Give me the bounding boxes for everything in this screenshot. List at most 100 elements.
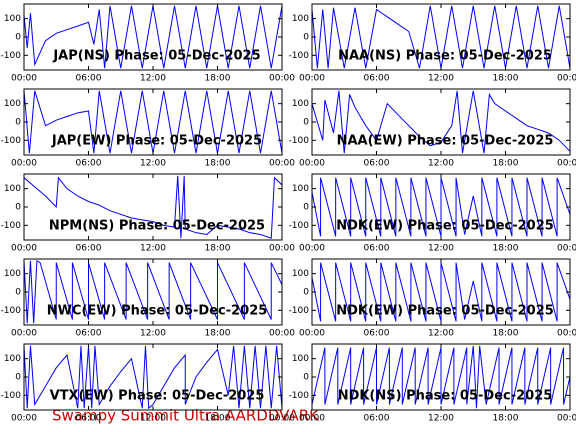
y-tick-label: -100: [289, 51, 310, 61]
x-tick-label: 18:00: [205, 159, 231, 169]
x-tick-label: 12:00: [428, 244, 454, 254]
x-tick-label: 12:00: [140, 244, 166, 254]
x-tick-label: 00:00: [557, 414, 576, 424]
x-tick-label: 06:00: [76, 414, 102, 424]
y-tick-label: 0: [303, 118, 309, 128]
panel-title: NDK(EW) Phase: 05-Dec-2025: [336, 304, 554, 319]
y-tick-label: -100: [289, 306, 310, 316]
panel: -100010000:0006:0012:0018:0000:00NDK(EW)…: [289, 258, 576, 339]
y-tick-label: 0: [303, 373, 309, 383]
x-tick-label: 18:00: [493, 244, 519, 254]
y-tick-label: -100: [1, 306, 22, 316]
x-tick-label: 12:00: [140, 414, 166, 424]
x-tick-label: 00:00: [557, 244, 576, 254]
x-tick-label: 00:00: [11, 329, 37, 339]
x-tick-label: 06:00: [364, 159, 390, 169]
panel: -100 0 100 00:00 06:00 12:00 18:00 00:00 VTX(EW)…: [1, 343, 295, 424]
phase-line: [312, 90, 570, 154]
y-tick-label: -100: [1, 51, 22, 61]
y-tick-label: 0: [15, 288, 21, 298]
x-tick-label: 00:00: [299, 244, 325, 254]
phase-line: [24, 175, 282, 239]
y-tick-label: 0: [15, 33, 21, 43]
x-tick-label: 00:00: [11, 74, 37, 84]
y-tick-label: 0: [15, 373, 21, 383]
panel-title: NPM(NS) Phase: 05-Dec-2025: [49, 219, 265, 234]
phase-line: [24, 90, 282, 154]
phase-line: [312, 262, 570, 322]
x-tick-label: 06:00: [364, 74, 390, 84]
y-tick-label: -100: [1, 391, 22, 401]
panel-title: JAP(EW) Phase: 05-Dec-2025: [51, 134, 262, 149]
x-tick-label: 06:00: [76, 74, 102, 84]
phase-line: [24, 259, 282, 324]
y-tick-label: 0: [303, 288, 309, 298]
x-tick-label: 00:00: [557, 74, 576, 84]
panel-title: JAP(NS) Phase: 05-Dec-2025: [52, 49, 260, 64]
x-tick-label: 18:00: [493, 414, 519, 424]
phase-line: [24, 5, 282, 69]
phase-line: [312, 5, 570, 69]
x-tick-label: 18:00: [493, 74, 519, 84]
x-tick-label: 00:00: [299, 74, 325, 84]
y-tick-label: 100: [4, 99, 21, 109]
y-tick-label: -100: [289, 221, 310, 231]
x-tick-label: 00:00: [11, 159, 37, 169]
panel: -100 0 100 00:00 06:00 12:00 18:00 00:00 NDK(NS)…: [289, 343, 576, 424]
x-tick-label: 12:00: [428, 74, 454, 84]
x-tick-label: 18:00: [205, 414, 231, 424]
y-tick-label: 100: [292, 269, 309, 279]
x-tick-label: 06:00: [364, 414, 390, 424]
x-tick-label: 00:00: [557, 159, 576, 169]
y-tick-label: 0: [303, 203, 309, 213]
y-tick-label: -100: [1, 221, 22, 231]
y-tick-label: 100: [4, 14, 21, 24]
x-tick-label: 18:00: [205, 74, 231, 84]
y-tick-label: 0: [303, 33, 309, 43]
panel-title: NAA(EW) Phase: 05-Dec-2025: [337, 134, 554, 149]
x-tick-label: 00:00: [269, 414, 295, 424]
panel-title: VTX(EW) Phase: 05-Dec-2025: [50, 389, 265, 404]
x-tick-label: 00:00: [299, 159, 325, 169]
x-tick-label: 12:00: [428, 414, 454, 424]
x-tick-label: 06:00: [76, 159, 102, 169]
y-tick-label: 100: [292, 184, 309, 194]
x-tick-label: 06:00: [76, 329, 102, 339]
x-tick-label: 06:00: [76, 244, 102, 254]
y-tick-label: -100: [289, 391, 310, 401]
y-tick-label: -100: [289, 136, 310, 146]
panel-title: NDK(EW) Phase: 05-Dec-2025: [336, 219, 554, 234]
x-tick-label: 06:00: [364, 244, 390, 254]
panel: -100010000:0006:0012:0018:0000:00NAA(EW)…: [289, 88, 576, 169]
x-tick-label: 12:00: [428, 159, 454, 169]
x-tick-label: 00:00: [299, 414, 325, 424]
panel-title: NAA(NS) Phase: 05-Dec-2025: [338, 49, 552, 64]
panel: -100010000:0006:0012:0018:0000:00NDK(EW)…: [289, 173, 576, 254]
panel-title: NWC(EW) Phase: 05-Dec-2025: [47, 304, 268, 319]
phase-line: [312, 177, 570, 237]
y-tick-label: 100: [4, 269, 21, 279]
y-tick-label: 100: [292, 14, 309, 24]
x-tick-label: 00:00: [269, 74, 295, 84]
x-tick-label: 06:00: [364, 329, 390, 339]
x-tick-label: 18:00: [205, 244, 231, 254]
footer: Swampy Summit Ultra AARDDVARK: [52, 407, 320, 425]
y-tick-label: 100: [4, 184, 21, 194]
x-tick-label: 00:00: [11, 414, 37, 424]
y-tick-label: 100: [292, 99, 309, 109]
panel: -100 0 100 00:00 06:00 12:00 18:00 00:00 JAP(EW)…: [1, 88, 295, 169]
y-tick-label: -100: [1, 136, 22, 146]
x-tick-label: 18:00: [205, 329, 231, 339]
x-tick-label: 12:00: [140, 329, 166, 339]
x-tick-label: 18:00: [493, 159, 519, 169]
phase-line: [312, 345, 570, 409]
panel: -100 0 100 00:00 06:00 12:00 18:00 00:00 NPM(NS)…: [1, 173, 295, 254]
panel: -100 0 100 00:00 06:00 12:00 18:00 00:00 JAP(NS)…: [1, 3, 295, 84]
x-tick-label: 00:00: [269, 159, 295, 169]
x-tick-label: 00:00: [11, 244, 37, 254]
x-tick-label: 00:00: [269, 244, 295, 254]
x-tick-label: 00:00: [299, 329, 325, 339]
